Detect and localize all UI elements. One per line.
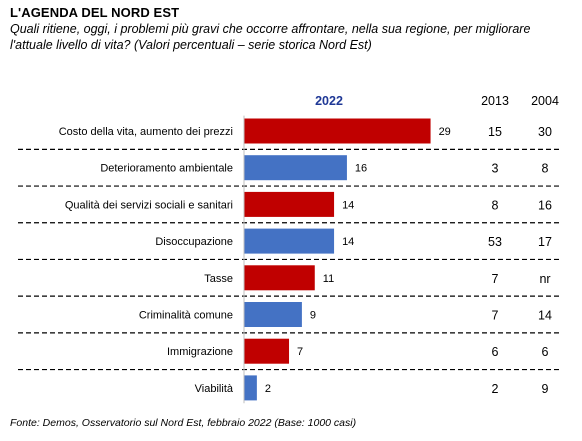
bar-2022	[244, 155, 347, 181]
series-header-2022: 2022	[315, 94, 343, 108]
category-label: Criminalità comune	[139, 310, 233, 322]
table-value-2004: 30	[538, 125, 552, 139]
table-value-2004: 17	[538, 235, 552, 249]
bar-2022	[244, 191, 335, 217]
table-value-2013: 7	[492, 309, 499, 323]
table-value-2004: nr	[539, 272, 550, 286]
category-label: Disoccupazione	[155, 236, 233, 248]
bar-2022	[244, 338, 290, 364]
table-value-2013: 2	[492, 382, 499, 396]
bar-value-label: 11	[323, 273, 334, 285]
table-value-2013: 8	[492, 198, 499, 212]
bar-2022	[244, 118, 431, 144]
table-value-2004: 8	[542, 162, 549, 176]
bar-2022	[244, 228, 335, 254]
bar-value-label: 29	[439, 126, 451, 138]
bar-value-label: 16	[355, 163, 367, 175]
bar-2022	[244, 265, 315, 291]
table-value-2013: 7	[492, 272, 499, 286]
bar-value-label: 7	[297, 346, 303, 358]
source-note: Fonte: Demos, Osservatorio sul Nord Est,…	[10, 417, 357, 429]
table-value-2004: 14	[538, 309, 552, 323]
category-label: Deterioramento ambientale	[100, 163, 233, 175]
category-label: Qualità dei servizi sociali e sanitari	[65, 199, 233, 211]
bar-value-label: 14	[342, 199, 354, 211]
table-value-2004: 16	[538, 198, 552, 212]
table-value-2013: 53	[488, 235, 502, 249]
column-header-2013: 2013	[481, 94, 509, 108]
chart-title: L'AGENDA DEL NORD EST	[10, 5, 180, 20]
category-label: Tasse	[204, 273, 233, 285]
column-header-2004: 2004	[531, 94, 559, 108]
table-value-2004: 6	[542, 345, 549, 359]
bar-value-label: 14	[342, 236, 354, 248]
bar-2022	[244, 375, 257, 401]
bar-value-label: 2	[265, 383, 271, 395]
category-label: Costo della vita, aumento dei prezzi	[59, 126, 233, 138]
table-value-2004: 9	[542, 382, 549, 396]
table-value-2013: 15	[488, 125, 502, 139]
bar-value-label: 9	[310, 310, 316, 322]
table-value-2013: 3	[492, 162, 499, 176]
chart-subtitle: Quali ritiene, oggi, i problemi più grav…	[10, 22, 531, 52]
bar-2022	[244, 302, 302, 327]
category-label: Immigrazione	[167, 346, 233, 358]
table-value-2013: 6	[492, 345, 499, 359]
category-label: Viabilità	[195, 383, 234, 395]
